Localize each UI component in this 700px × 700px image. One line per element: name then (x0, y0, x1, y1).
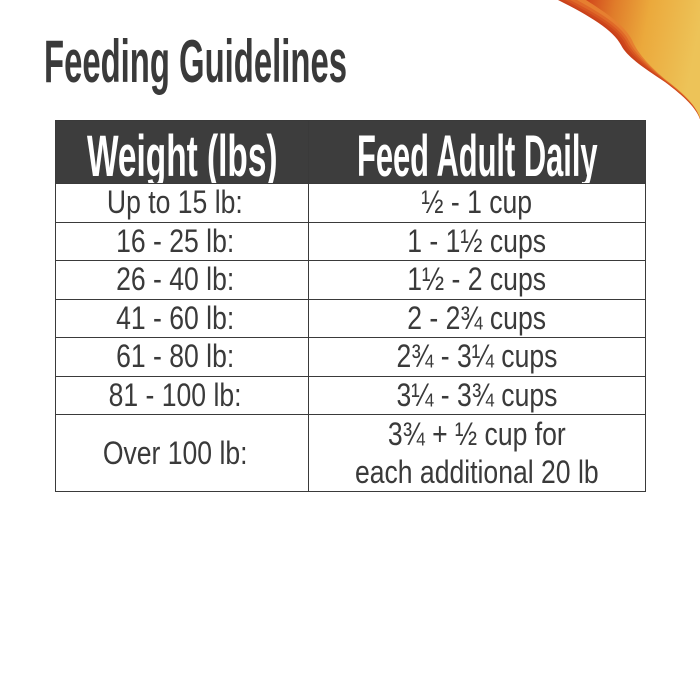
svg-text:Feeding Guidelines: Feeding Guidelines (44, 28, 347, 95)
